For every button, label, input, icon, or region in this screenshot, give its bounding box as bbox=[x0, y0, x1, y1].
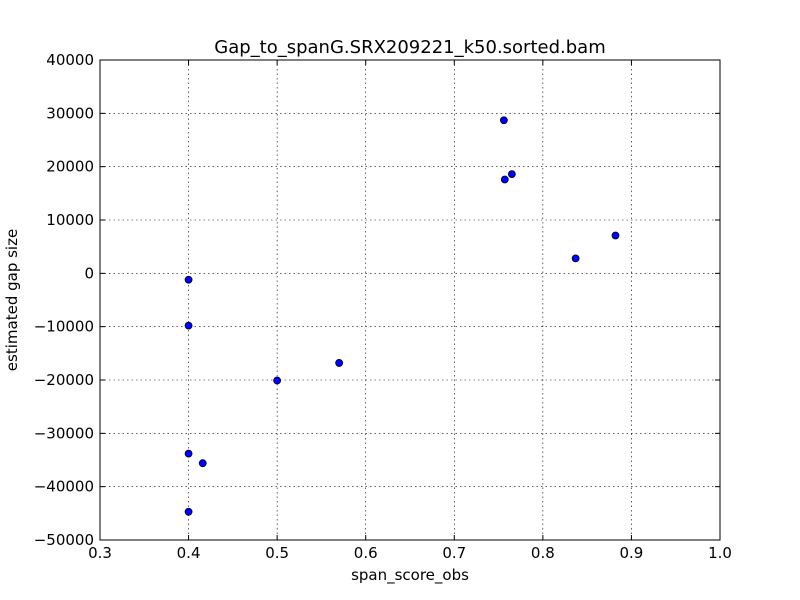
y-tick-label: −40000 bbox=[34, 478, 94, 496]
y-tick-label: 30000 bbox=[46, 104, 94, 122]
x-tick-label: 0.7 bbox=[442, 544, 466, 562]
y-tick-label: 20000 bbox=[46, 158, 94, 176]
data-point bbox=[499, 116, 508, 125]
data-point bbox=[184, 449, 193, 458]
grid-lines bbox=[100, 60, 720, 540]
x-tick-label: 0.9 bbox=[619, 544, 643, 562]
y-tick-label: 10000 bbox=[46, 211, 94, 229]
data-point bbox=[184, 507, 193, 516]
y-axis-label: estimated gap size bbox=[3, 229, 21, 371]
x-tick-label: 1.0 bbox=[708, 544, 732, 562]
y-tick-label: −30000 bbox=[34, 424, 94, 442]
data-point bbox=[184, 275, 193, 284]
x-tick-label: 0.8 bbox=[531, 544, 555, 562]
x-tick-label: 0.6 bbox=[354, 544, 378, 562]
data-point bbox=[335, 359, 344, 367]
y-tick-label: 40000 bbox=[46, 51, 94, 69]
data-point bbox=[571, 254, 580, 263]
y-tick-label: 0 bbox=[84, 264, 94, 282]
y-tick-label: −20000 bbox=[34, 371, 94, 389]
axis-ticks bbox=[99, 59, 721, 541]
data-point bbox=[184, 321, 193, 330]
y-tick-label: −50000 bbox=[34, 531, 94, 549]
data-point bbox=[507, 170, 516, 179]
y-tick-label: −10000 bbox=[34, 318, 94, 336]
data-point bbox=[500, 175, 509, 184]
data-points bbox=[184, 116, 620, 516]
x-tick-label: 0.4 bbox=[177, 544, 201, 562]
data-point bbox=[611, 231, 620, 240]
data-point bbox=[273, 376, 282, 385]
y-tick-labels: −50000 −40000 −30000 −20000 −10000 0 10000 2000… bbox=[34, 51, 94, 549]
x-axis-label: span_score_obs bbox=[351, 566, 469, 585]
chart-title: Gap_to_spanG.SRX209221_k50.sorted.bam bbox=[214, 37, 605, 58]
plot-frame bbox=[99, 59, 721, 541]
x-tick-label: 0.3 bbox=[88, 544, 112, 562]
data-point bbox=[198, 459, 207, 468]
x-tick-labels: 0.3 0.4 0.5 0.6 0.7 0.8 0.9 1.0 bbox=[88, 544, 732, 562]
x-tick-label: 0.5 bbox=[265, 544, 289, 562]
